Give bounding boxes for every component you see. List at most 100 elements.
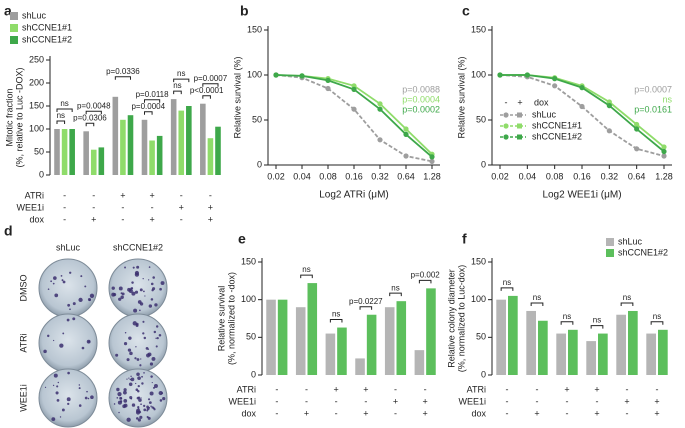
colony	[90, 395, 94, 400]
legend-label: shLuc	[22, 10, 47, 20]
y-tick-label: 150	[471, 256, 486, 266]
significance-bracket	[590, 325, 604, 329]
data-point	[552, 76, 558, 82]
condition-value: -	[275, 408, 278, 418]
colony	[155, 345, 158, 348]
significance-label: p=0.0118	[136, 90, 170, 99]
colony	[47, 288, 50, 290]
y-tick-label: 100	[471, 69, 486, 79]
significance-bracket	[418, 279, 432, 284]
y-tick-label: 50	[252, 114, 262, 124]
condition-value: -	[596, 396, 599, 406]
colony	[140, 403, 142, 406]
significance-bracket	[389, 292, 402, 297]
colony	[47, 334, 50, 338]
colony	[136, 417, 139, 420]
row-label: DMSO	[18, 275, 28, 302]
colony	[143, 372, 145, 374]
y-axis-label: Relative survival (%)	[232, 56, 242, 138]
colony	[135, 346, 137, 348]
panel-b: b 0 50 100 150 Relative survival (%) 0.02 0.04 0…	[232, 3, 440, 201]
colony	[150, 405, 152, 407]
colony	[137, 384, 140, 388]
bar	[54, 129, 60, 175]
x-tick-label: 0.64	[628, 171, 646, 181]
y-tick-label: 0	[251, 369, 256, 379]
colony	[123, 342, 128, 346]
data-point	[524, 72, 530, 78]
data-point	[634, 146, 640, 152]
colony	[122, 404, 127, 409]
bar	[90, 149, 97, 175]
colony	[89, 293, 95, 298]
colony	[159, 287, 162, 291]
bar	[83, 131, 89, 175]
colony	[141, 375, 143, 378]
condition-value: +	[564, 384, 569, 394]
colony	[61, 279, 64, 282]
panel-a: a 0 50 100 150 200 250 Mitotic fraction (%, rela…	[4, 3, 228, 225]
colony	[147, 398, 151, 401]
colony	[67, 303, 71, 307]
condition-value: -	[335, 396, 338, 406]
colony	[129, 378, 131, 381]
colony	[148, 401, 152, 404]
y-tick-label: 100	[471, 294, 486, 304]
data-point	[497, 72, 503, 78]
panel-d: d shLuc shCCNE1#2 DMSO ATRi WEE1i	[4, 223, 168, 428]
significance-label: p=0.0227	[349, 297, 383, 306]
x-tick-label: 0.32	[601, 171, 619, 181]
x-tick-label: 0.02	[491, 171, 509, 181]
colony	[69, 308, 71, 311]
y-tick-label: 0	[481, 369, 486, 379]
condition-label: dox	[29, 214, 44, 224]
colony	[72, 317, 76, 321]
data-point	[579, 85, 585, 91]
legend-swatch	[606, 238, 614, 246]
bar	[120, 119, 126, 175]
legend-label: shCCNE1#2	[618, 247, 668, 257]
significance-label: p=0.002	[411, 270, 441, 279]
colony	[152, 386, 155, 389]
condition-value: -	[394, 384, 397, 394]
colony	[153, 330, 157, 334]
bar	[277, 299, 288, 375]
condition-label: dox	[471, 408, 486, 418]
condition-value: +	[423, 396, 428, 406]
condition-value: -	[506, 396, 509, 406]
colony	[151, 356, 156, 361]
condition-value: -	[121, 202, 124, 212]
colony	[137, 405, 140, 409]
significance-label: ns	[60, 99, 68, 108]
y-axis-label: Relative colony diameter	[446, 269, 456, 368]
data-point	[606, 128, 612, 134]
colony	[62, 332, 65, 335]
significance-label: p<0.0001	[190, 86, 224, 95]
condition-value: -	[656, 384, 659, 394]
colony	[67, 402, 70, 406]
bar	[508, 295, 518, 375]
colony	[43, 349, 47, 354]
colony	[56, 385, 59, 388]
legend-marker	[517, 134, 522, 140]
y-tick-label: 100	[241, 294, 256, 304]
significance-bracket	[359, 306, 373, 310]
colony	[44, 386, 47, 389]
legend-header: +	[517, 97, 522, 107]
colony	[69, 271, 72, 274]
colony	[128, 382, 133, 387]
bar	[200, 103, 206, 175]
significance-label: ns	[302, 265, 310, 274]
colony	[131, 403, 136, 407]
data-point	[606, 99, 612, 105]
data-point	[661, 144, 667, 150]
colony	[52, 282, 55, 285]
data-point	[351, 83, 357, 89]
condition-label: ATRi	[25, 190, 44, 200]
colony	[124, 266, 127, 269]
colony	[148, 266, 151, 268]
colony	[143, 408, 147, 412]
bar	[266, 299, 276, 375]
colony	[140, 358, 142, 360]
condition-value: -	[536, 384, 539, 394]
